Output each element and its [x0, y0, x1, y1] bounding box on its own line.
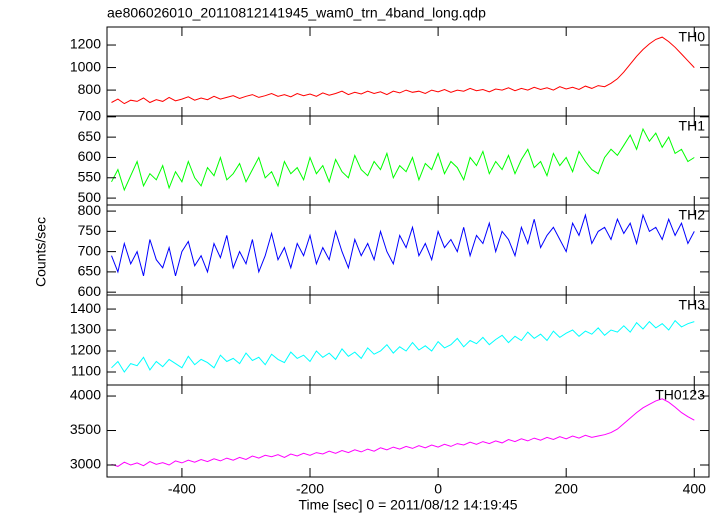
y-tick-label: 550: [78, 168, 102, 184]
data-line: [111, 213, 695, 277]
panel-label: TH3: [679, 297, 706, 313]
y-tick-label: 700: [78, 242, 102, 258]
y-tick-label: 650: [78, 128, 102, 144]
y-tick-label: 700: [78, 108, 102, 124]
x-tick-label: -200: [296, 481, 324, 497]
y-tick-label: 3000: [70, 456, 101, 472]
y-tick-label: 1100: [71, 363, 101, 379]
data-line: [111, 36, 695, 105]
y-tick-label: 750: [78, 222, 102, 238]
y-tick-label: 800: [78, 81, 102, 97]
y-tick-label: 1300: [70, 321, 101, 337]
y-tick-label: 1400: [70, 300, 101, 316]
chart-title: ae806026010_20110812141945_wam0_trn_4ban…: [107, 5, 486, 21]
data-line: [111, 398, 695, 467]
y-tick-label: 4000: [70, 387, 101, 403]
panel-frame: [106, 294, 710, 386]
x-tick-label: 0: [434, 481, 442, 497]
panel-frame: [106, 384, 710, 478]
y-tick-label: 600: [78, 148, 102, 164]
x-axis-label: Time [sec] 0 = 2011/08/12 14:19:45: [298, 497, 517, 513]
y-tick-label: 1200: [70, 36, 101, 52]
y-tick-label: 3500: [70, 421, 101, 437]
y-tick-label: 1000: [70, 58, 101, 74]
x-tick-label: 200: [555, 481, 579, 497]
y-tick-label: 800: [78, 202, 102, 218]
y-tick-label: 650: [78, 263, 102, 279]
x-tick-label: 400: [683, 481, 707, 497]
panel-label: TH0: [679, 29, 706, 45]
panel-frame: [106, 26, 710, 117]
panel-label: TH2: [679, 207, 706, 223]
y-tick-label: 1200: [70, 342, 101, 358]
y-tick-label: 600: [78, 283, 102, 299]
data-line: [111, 319, 695, 373]
panel-frame: [106, 115, 710, 206]
panel-label: TH1: [679, 118, 706, 134]
y-axis-label: Counts/sec: [33, 217, 49, 287]
data-line: [111, 127, 695, 192]
x-tick-label: -400: [168, 481, 196, 497]
y-tick-label: 500: [78, 189, 102, 205]
panel-frame: [106, 204, 710, 296]
panel-label: TH0123: [655, 387, 705, 403]
